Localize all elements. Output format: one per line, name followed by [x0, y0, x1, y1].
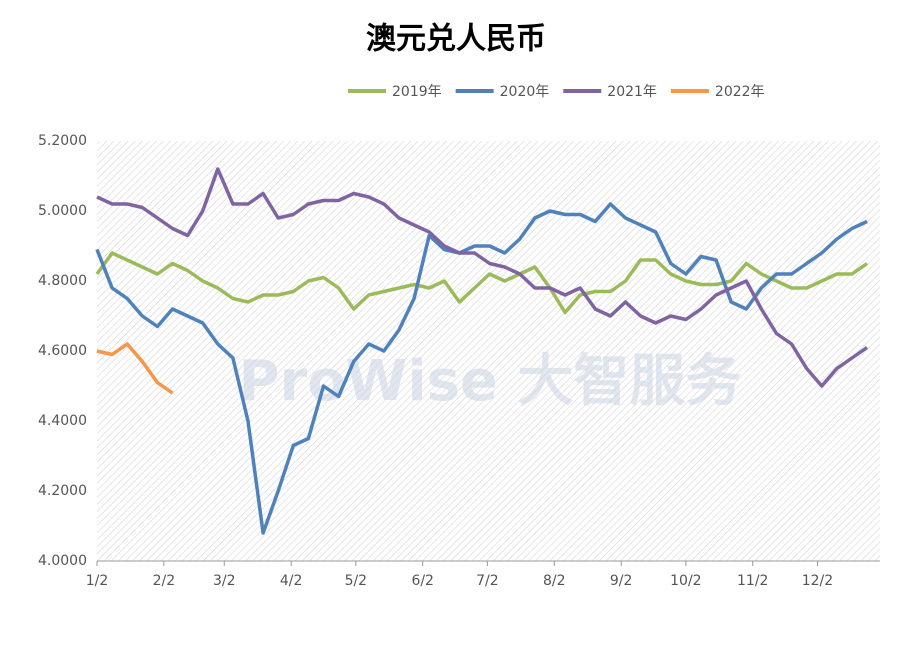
x-tick-label: 10/2 — [670, 573, 701, 589]
x-tick-label: 6/2 — [411, 573, 434, 589]
series-line — [95, 202, 868, 535]
x-tick-label: 3/2 — [213, 573, 236, 589]
x-tick-label: 2/2 — [153, 573, 176, 589]
y-tick-label: 4.2000 — [38, 483, 87, 499]
x-tick-label: 5/2 — [345, 573, 368, 589]
x-tick-label: 7/2 — [476, 573, 499, 589]
x-tick-label: 9/2 — [610, 573, 633, 589]
series-line — [96, 167, 869, 388]
legend: 2019年 2020年 2021年 2022年 — [348, 84, 765, 100]
x-tick-label: 4/2 — [280, 573, 303, 589]
x-tick-label: 1/2 — [86, 573, 109, 589]
y-tick-label: 5.2000 — [38, 133, 87, 149]
legend-label: 2020年 — [500, 84, 550, 100]
watermark: ProWise 大智服务 — [239, 349, 742, 414]
legend-label: 2019年 — [392, 84, 442, 100]
x-tick-label: 8/2 — [543, 573, 566, 589]
y-tick-label: 4.8000 — [38, 273, 87, 289]
y-tick-label: 5.0000 — [38, 203, 87, 219]
x-tick-label: 11/2 — [737, 573, 768, 589]
chart-title: 澳元兑人民币 — [366, 22, 546, 57]
legend-label: 2021年 — [607, 84, 657, 100]
y-tick-label: 4.4000 — [38, 413, 87, 429]
y-tick-label: 4.0000 — [38, 553, 87, 569]
series-line — [96, 342, 174, 395]
series-line — [95, 251, 869, 315]
y-tick-label: 4.6000 — [38, 343, 87, 359]
legend-label: 2022年 — [715, 84, 765, 100]
x-tick-label: 12/2 — [802, 573, 833, 589]
